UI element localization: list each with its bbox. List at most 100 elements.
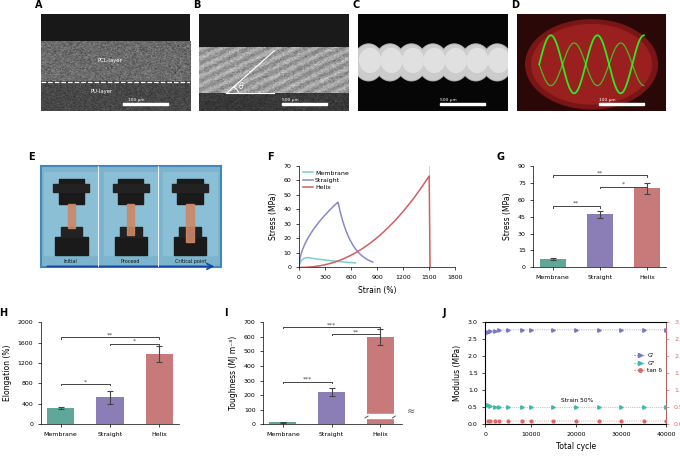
Bar bbox=[177, 179, 203, 205]
Ellipse shape bbox=[418, 44, 448, 81]
Membrane bbox=[333, 259, 341, 264]
Bar bbox=[186, 205, 194, 242]
Bar bbox=[476, 56, 497, 69]
Text: **: ** bbox=[353, 329, 359, 335]
G' bbox=[662, 327, 670, 333]
Bar bbox=[104, 172, 158, 255]
tan δ bbox=[513, 418, 522, 424]
Text: **: ** bbox=[107, 332, 113, 337]
Membrane bbox=[316, 257, 324, 262]
Text: J: J bbox=[442, 308, 445, 318]
Bar bbox=[163, 172, 217, 255]
tan δ bbox=[662, 418, 670, 424]
G' bbox=[564, 327, 572, 333]
Bar bbox=[587, 214, 613, 267]
tan δ bbox=[504, 418, 512, 424]
Bar bbox=[146, 354, 173, 424]
Text: Proceed: Proceed bbox=[121, 260, 141, 264]
Text: *: * bbox=[133, 339, 136, 343]
Ellipse shape bbox=[439, 44, 469, 81]
Bar bbox=[118, 179, 143, 205]
Bar bbox=[123, 103, 168, 105]
Text: ***: *** bbox=[303, 377, 312, 382]
G" bbox=[662, 404, 670, 410]
Ellipse shape bbox=[354, 44, 384, 81]
Line: Helix: Helix bbox=[299, 176, 430, 267]
Text: H: H bbox=[0, 308, 7, 318]
Line: tan δ: tan δ bbox=[486, 420, 666, 421]
Line: G": G" bbox=[486, 397, 666, 407]
Membrane bbox=[352, 260, 360, 266]
Text: Critical point: Critical point bbox=[175, 260, 207, 264]
Membrane bbox=[347, 260, 356, 266]
Bar bbox=[174, 237, 206, 255]
Text: Strain 50%: Strain 50% bbox=[562, 397, 594, 403]
Ellipse shape bbox=[482, 44, 512, 81]
Straight bbox=[294, 265, 303, 270]
Ellipse shape bbox=[526, 20, 658, 109]
Text: B: B bbox=[193, 0, 201, 10]
G" bbox=[513, 404, 522, 410]
Bar bbox=[390, 56, 411, 69]
Bar bbox=[367, 414, 394, 418]
Bar bbox=[282, 103, 326, 105]
Helix bbox=[426, 265, 434, 270]
Text: I: I bbox=[224, 308, 228, 318]
Membrane bbox=[305, 255, 313, 260]
Ellipse shape bbox=[360, 48, 381, 72]
G' bbox=[481, 338, 490, 344]
G" bbox=[528, 404, 537, 410]
Y-axis label: Stress (MPa): Stress (MPa) bbox=[503, 193, 513, 240]
G' bbox=[513, 327, 522, 333]
Straight bbox=[346, 238, 354, 244]
Bar bbox=[54, 184, 89, 192]
Bar bbox=[599, 103, 644, 105]
Helix bbox=[425, 173, 433, 179]
Straight bbox=[334, 199, 342, 205]
Straight bbox=[333, 200, 341, 206]
Ellipse shape bbox=[375, 44, 405, 81]
Ellipse shape bbox=[397, 45, 426, 80]
Text: F: F bbox=[267, 152, 274, 162]
Bar bbox=[114, 237, 147, 255]
Line: G': G' bbox=[486, 330, 666, 341]
Bar bbox=[61, 227, 82, 237]
G" bbox=[588, 404, 596, 410]
Ellipse shape bbox=[354, 45, 383, 80]
G' bbox=[504, 327, 512, 333]
tan δ bbox=[618, 418, 626, 424]
Helix bbox=[360, 245, 368, 251]
Straight bbox=[369, 259, 377, 265]
Bar bbox=[113, 184, 149, 192]
G" bbox=[495, 404, 503, 410]
Bar bbox=[127, 205, 135, 235]
Bar bbox=[369, 56, 390, 69]
Bar bbox=[58, 179, 84, 205]
Bar bbox=[441, 103, 486, 105]
G' bbox=[588, 327, 596, 333]
Helix bbox=[296, 265, 304, 270]
Membrane bbox=[303, 255, 311, 260]
Text: A: A bbox=[35, 0, 42, 10]
Ellipse shape bbox=[445, 48, 466, 72]
Line: Membrane: Membrane bbox=[299, 258, 356, 267]
Bar bbox=[539, 259, 566, 267]
Bar bbox=[454, 56, 476, 69]
Y-axis label: Stress (MPa): Stress (MPa) bbox=[269, 193, 278, 240]
G" bbox=[602, 404, 611, 410]
Bar bbox=[55, 237, 88, 255]
Bar bbox=[120, 227, 141, 237]
Straight bbox=[319, 214, 327, 220]
Text: 500 μm: 500 μm bbox=[441, 98, 457, 102]
Helix bbox=[294, 265, 303, 270]
Text: 500 μm: 500 μm bbox=[282, 98, 299, 102]
G" bbox=[618, 404, 626, 410]
Ellipse shape bbox=[532, 25, 651, 104]
Ellipse shape bbox=[467, 48, 488, 72]
Bar bbox=[68, 205, 75, 228]
Text: ***: *** bbox=[327, 322, 336, 327]
Helix bbox=[363, 243, 371, 248]
Text: Initial: Initial bbox=[64, 260, 78, 264]
tan δ bbox=[481, 418, 490, 423]
Text: **: ** bbox=[573, 201, 579, 206]
